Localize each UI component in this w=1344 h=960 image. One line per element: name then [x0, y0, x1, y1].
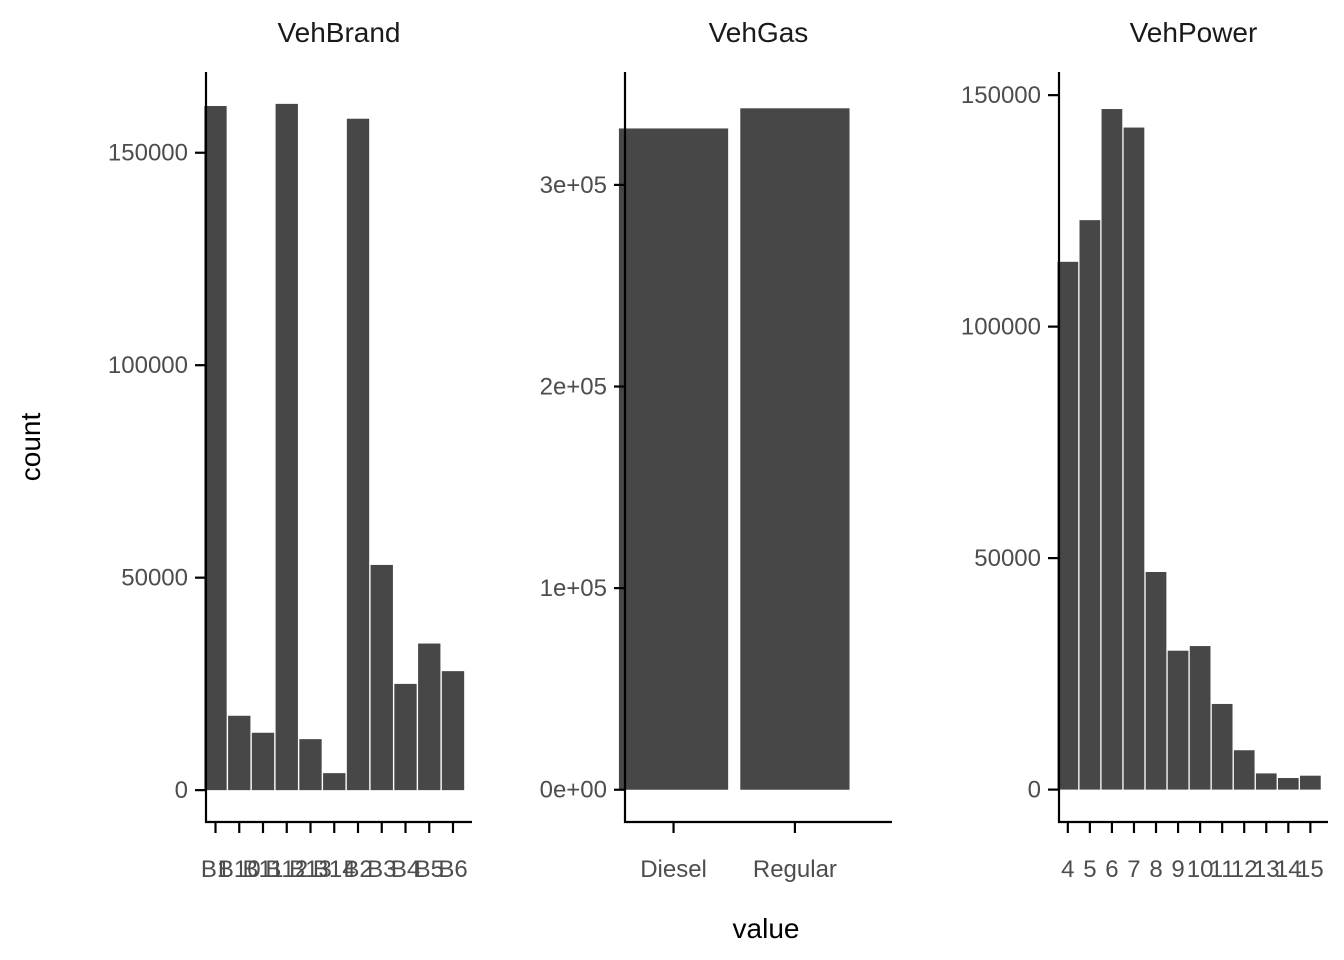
bar-10: [1189, 646, 1211, 790]
facet-panel-vehgas: VehGas 0e+00 1e+05 2e+05 3e+05 Diesel Regular: [540, 17, 892, 883]
bar-7: [1123, 127, 1145, 790]
bar-5: [1079, 220, 1101, 790]
x-tick-label: B12: [265, 856, 308, 883]
bar-B2: [346, 118, 370, 791]
y-tick-label: 0e+00: [540, 777, 607, 804]
x-tick-label: 7: [1127, 856, 1140, 883]
facet-panel-vehbrand: VehBrand 0 50000 100000 150000 B1B10B11B12B13…: [108, 17, 472, 883]
facet-title: VehGas: [709, 17, 809, 48]
bar-B3: [370, 564, 393, 791]
bar-B1: [204, 105, 227, 791]
y-tick-label: 0: [1028, 777, 1041, 804]
x-tick-label: 6: [1105, 856, 1118, 883]
bar-4: [1057, 261, 1079, 790]
x-tick-label: 13: [1253, 856, 1280, 883]
x-tick-label: B11: [243, 856, 284, 883]
x-tick-label: B13: [289, 856, 332, 883]
y-tick-label: 100000: [108, 352, 188, 379]
y-axis-title: count: [15, 413, 46, 482]
y-tick-label: 1e+05: [540, 575, 607, 602]
x-tick-label: 10: [1187, 856, 1214, 883]
y-tick-label: 2e+05: [540, 374, 607, 401]
x-tick-label: B6: [438, 856, 467, 883]
bar-Diesel: [618, 128, 729, 790]
y-tick-label: 150000: [961, 82, 1041, 109]
bar-B5: [418, 643, 441, 791]
x-tick-label: B2: [343, 856, 372, 883]
bar-8: [1145, 572, 1167, 790]
x-tick-label: Diesel: [640, 856, 707, 883]
axis-lines: [623, 72, 892, 824]
axis-lines: [1057, 72, 1328, 824]
y-tick-label: 3e+05: [540, 172, 607, 199]
x-tick-label: 5: [1083, 856, 1096, 883]
x-tick-label: B10: [218, 856, 261, 883]
facet-panel-vehpower: VehPower 0 50000 100000 150000 4 5 6 7 8 9 10111213…: [961, 17, 1328, 883]
x-axis-title: value: [733, 913, 800, 944]
bar-15: [1299, 775, 1321, 790]
y-tick-label: 0: [175, 777, 188, 804]
bar-6: [1101, 109, 1123, 790]
x-tick-label: 14: [1275, 856, 1302, 883]
x-tick-label: B5: [415, 856, 444, 883]
x-tick-label: Regular: [753, 856, 837, 883]
x-tick-label: 8: [1149, 856, 1162, 883]
bar-11: [1211, 703, 1233, 790]
x-tick-label: 9: [1171, 856, 1184, 883]
x-tick-label: 11: [1210, 856, 1235, 883]
x-tick-label: B3: [367, 856, 396, 883]
y-tick-label: 50000: [974, 545, 1041, 572]
x-tick-label: B14: [313, 856, 356, 883]
bar-B13: [299, 739, 322, 791]
bar-B12: [275, 103, 298, 791]
bar-12: [1233, 750, 1255, 790]
bar-B6: [441, 671, 465, 791]
bar-13: [1255, 773, 1277, 790]
bar-14: [1277, 778, 1299, 790]
x-tick-label: 12: [1231, 856, 1258, 883]
bar-B4: [394, 683, 417, 791]
axis-lines: [204, 72, 472, 824]
x-tick-label: B4: [391, 856, 420, 883]
bar-9: [1167, 650, 1189, 790]
x-tick-label: 4: [1061, 856, 1074, 883]
y-tick-label: 100000: [961, 314, 1041, 341]
facet-title: VehBrand: [278, 17, 401, 48]
bar-B14: [323, 773, 346, 791]
x-tick-label: 15: [1297, 856, 1324, 883]
bar-Regular: [740, 108, 850, 790]
x-tick-label: B1: [201, 856, 230, 883]
y-tick-label: 150000: [108, 140, 188, 167]
bar-B11: [251, 732, 275, 791]
facet-title: VehPower: [1130, 17, 1258, 48]
y-tick-label: 50000: [121, 565, 188, 592]
bar-B10: [228, 715, 251, 791]
